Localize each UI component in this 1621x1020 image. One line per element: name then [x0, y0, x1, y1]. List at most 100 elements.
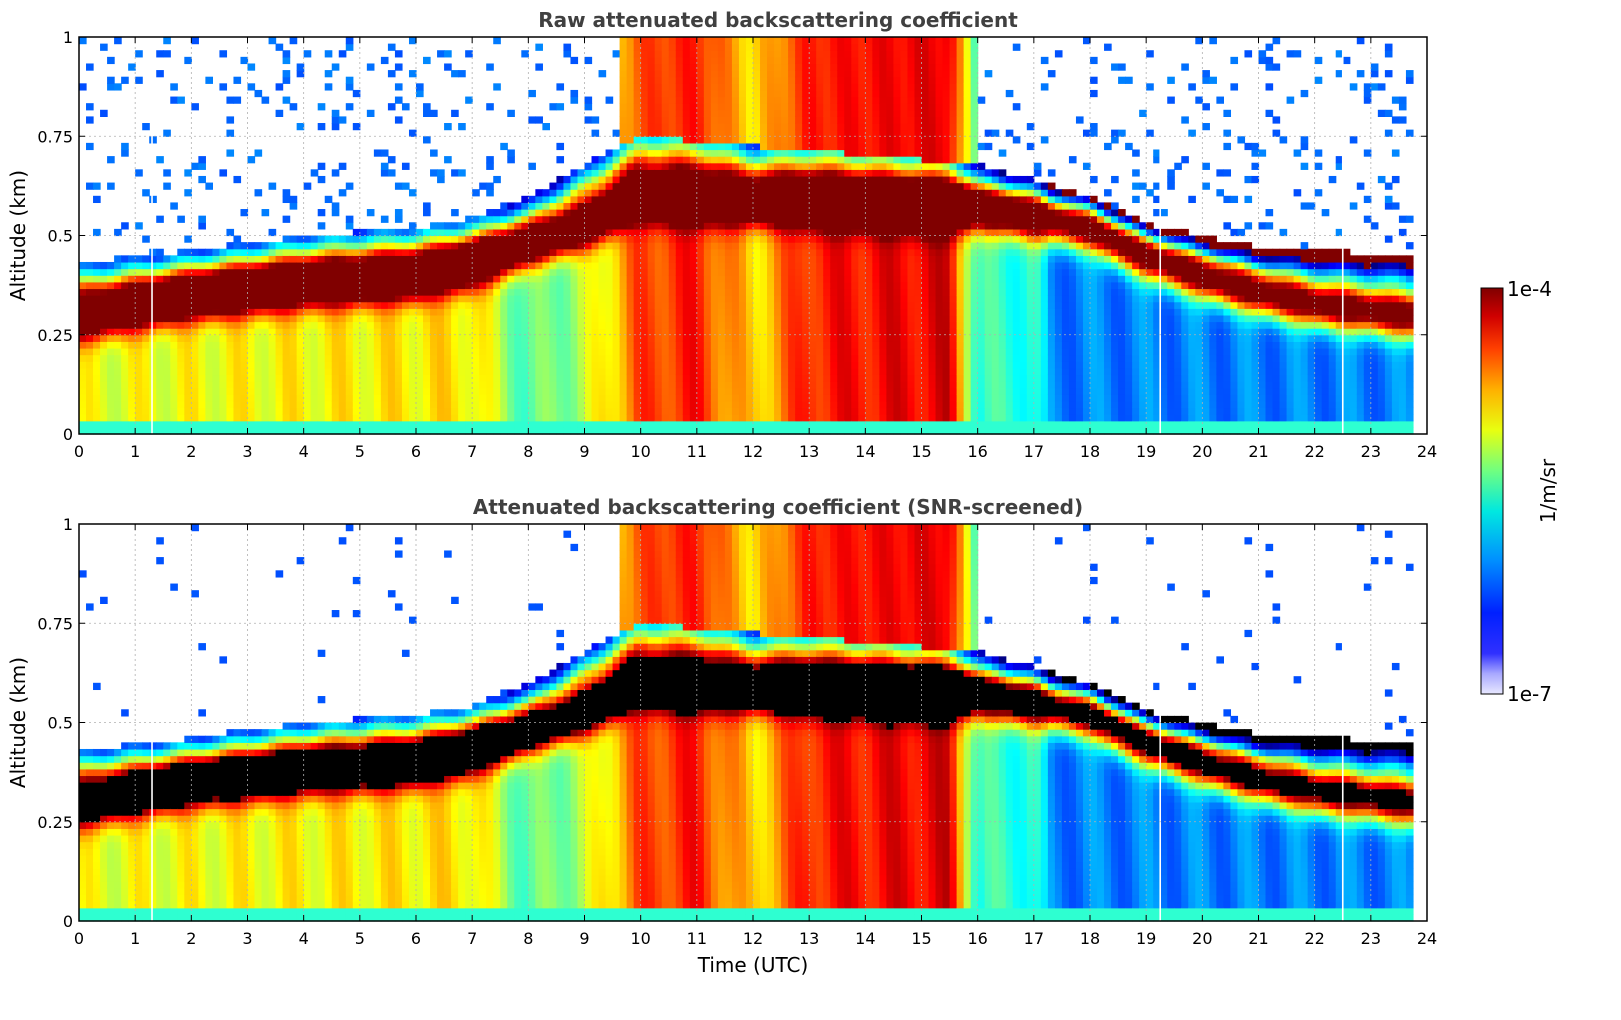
heatmap-cell [745, 334, 754, 342]
heatmap-cell [444, 228, 452, 237]
heatmap-cell [612, 195, 621, 204]
heatmap-cell [493, 222, 501, 230]
heatmap-cell [710, 242, 719, 250]
heatmap-cell [577, 215, 586, 223]
heatmap-cell [387, 70, 396, 78]
heatmap-cell [640, 189, 649, 197]
heatmap-cell [851, 235, 859, 243]
heatmap-cell [205, 182, 213, 190]
heatmap-cell [289, 427, 298, 435]
heatmap-cell [703, 209, 712, 217]
heatmap-cell [879, 268, 887, 276]
heatmap-cell [682, 136, 691, 144]
heatmap-cell [156, 281, 164, 290]
heatmap-cell [479, 400, 487, 409]
heatmap-cell [486, 275, 494, 283]
heatmap-cell [745, 308, 754, 316]
heatmap-cell [310, 414, 319, 422]
heatmap-cell [802, 76, 810, 84]
heatmap-cell [795, 248, 803, 256]
heatmap-cell [268, 334, 277, 342]
heatmap-cell [401, 103, 410, 111]
heatmap-cell [219, 308, 228, 316]
heatmap-cell [731, 228, 740, 237]
heatmap-cell [647, 328, 656, 336]
heatmap-cell [486, 242, 494, 250]
heatmap-cell [724, 420, 733, 428]
heatmap-cell [731, 248, 740, 256]
heatmap-cell [872, 63, 880, 71]
heatmap-cell [802, 381, 810, 389]
heatmap-cell [809, 381, 817, 389]
heatmap-cell [823, 242, 831, 250]
heatmap-cell [710, 175, 719, 184]
heatmap-cell [788, 202, 796, 210]
heatmap-cell [774, 162, 782, 170]
heatmap-cell [823, 295, 831, 303]
heatmap-cell [121, 222, 129, 230]
heatmap-cell [816, 149, 824, 157]
heatmap-cell [844, 281, 852, 290]
heatmap-cell [542, 275, 550, 283]
heatmap-cell [556, 321, 565, 329]
heatmap-cell [689, 328, 698, 336]
heatmap-cell [802, 261, 810, 270]
heatmap-cell [717, 96, 726, 104]
heatmap-cell [781, 70, 789, 78]
heatmap-cell [317, 162, 326, 170]
heatmap-cell [619, 209, 628, 217]
heatmap-cell [823, 281, 831, 290]
heatmap-cell [816, 321, 824, 329]
heatmap-cell [500, 228, 508, 237]
heatmap-cell [598, 420, 607, 428]
heatmap-cell [675, 162, 684, 170]
heatmap-cell [142, 275, 150, 283]
heatmap-cell [191, 268, 199, 276]
heatmap-cell [760, 222, 768, 230]
heatmap-cell [823, 394, 831, 402]
heatmap-cell [738, 261, 747, 270]
heatmap-cell [184, 374, 192, 382]
heatmap-cell [640, 175, 649, 184]
heatmap-cell [837, 328, 845, 336]
heatmap-cell [366, 420, 375, 428]
heatmap-cell [359, 347, 368, 356]
heatmap-cell [303, 414, 312, 422]
heatmap-cell [661, 321, 670, 329]
heatmap-cell [345, 361, 354, 369]
heatmap-cell [472, 261, 480, 270]
heatmap-cell [753, 381, 761, 389]
heatmap-cell [830, 321, 838, 329]
heatmap-cell [640, 182, 649, 190]
heatmap-cell [261, 328, 270, 336]
heatmap-cell [654, 275, 663, 283]
heatmap-cell [675, 43, 684, 51]
heatmap-cell [556, 400, 565, 409]
heatmap-cell [837, 381, 845, 389]
heatmap-cell [767, 420, 775, 428]
heatmap-cell [444, 367, 452, 376]
heatmap-cell [310, 275, 319, 283]
heatmap-cell [802, 288, 810, 296]
heatmap-cell [774, 50, 782, 58]
heatmap-cell [731, 70, 740, 78]
heatmap-cell [647, 76, 656, 84]
heatmap-cell [366, 63, 375, 71]
heatmap-cell [394, 394, 403, 402]
heatmap-cell [240, 347, 249, 356]
heatmap-cell [682, 202, 691, 210]
heatmap-cell [802, 215, 810, 223]
heatmap-cell [121, 361, 129, 369]
heatmap-cell [79, 414, 87, 422]
heatmap-cell [219, 407, 228, 415]
heatmap-cell [598, 367, 607, 376]
heatmap-cell [612, 228, 621, 237]
heatmap-cell [844, 228, 852, 237]
heatmap-cell [240, 420, 249, 428]
heatmap-cell [387, 420, 396, 428]
heatmap-cell [598, 295, 607, 303]
heatmap-cell [549, 281, 558, 290]
heatmap-cell [535, 228, 543, 237]
heatmap-cell [781, 89, 789, 98]
heatmap-cell [647, 129, 656, 137]
